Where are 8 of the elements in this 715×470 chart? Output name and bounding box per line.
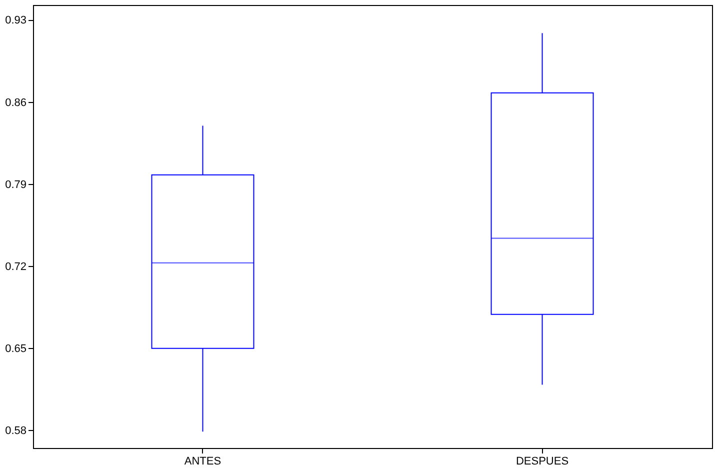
y-tick-label: 0.93 bbox=[5, 14, 26, 27]
y-tick-label: 0.58 bbox=[5, 424, 26, 437]
x-tick-label: ANTES bbox=[184, 456, 222, 468]
y-tick-label: 0.79 bbox=[5, 178, 26, 191]
y-tick-label: 0.65 bbox=[5, 342, 26, 355]
x-tick-label: DESPUES bbox=[516, 456, 569, 468]
y-tick-label: 0.72 bbox=[5, 260, 26, 273]
y-tick-label: 0.86 bbox=[5, 96, 26, 109]
